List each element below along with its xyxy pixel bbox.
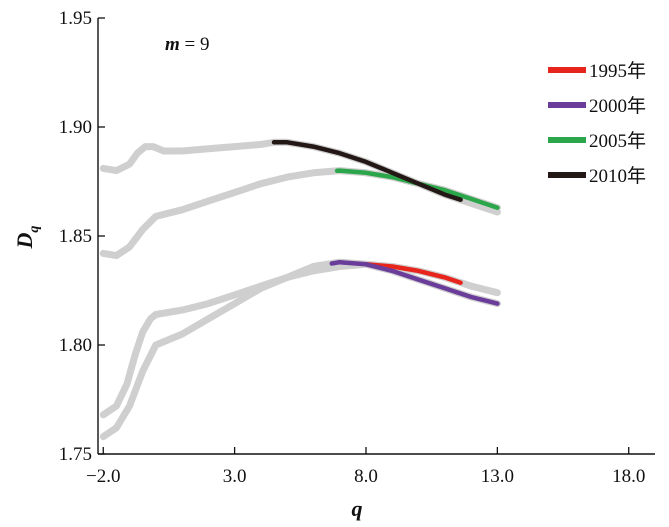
legend-label-2005: 2005年 bbox=[589, 130, 646, 152]
x-axis-title: q bbox=[352, 496, 363, 521]
y-tick-label-3: 1.90 bbox=[59, 117, 92, 138]
highlight-curves bbox=[271, 140, 500, 306]
legend-label-2010: 2010年 bbox=[589, 165, 646, 187]
parameter-annotation: m = 9 bbox=[165, 34, 210, 55]
series-2010-highlight-line bbox=[271, 140, 463, 203]
tick-labels: −2.0 3.0 8.0 13.0 18.0 1.75 1.80 1.85 1.90 1.95 bbox=[59, 8, 646, 487]
y-tick-label-4: 1.95 bbox=[59, 8, 92, 29]
y-tick-label-1: 1.80 bbox=[59, 335, 92, 356]
x-tick-label-3: 13.0 bbox=[481, 466, 514, 487]
legend-label-2000: 2000年 bbox=[589, 95, 646, 117]
annotation-variable: m bbox=[165, 34, 180, 55]
series-2000-highlight-line bbox=[329, 259, 500, 306]
y-tick-label-0: 1.75 bbox=[59, 444, 92, 465]
annotation-value: = 9 bbox=[180, 34, 210, 55]
y-axis-title: Dq bbox=[12, 226, 42, 250]
x-tick-label-1: 3.0 bbox=[223, 466, 247, 487]
x-tick-label-4: 18.0 bbox=[612, 466, 645, 487]
series-2005-full-line bbox=[99, 167, 501, 260]
x-tick-label-2: 8.0 bbox=[354, 466, 378, 487]
y-axis-title-sub: q bbox=[27, 226, 42, 233]
legend-label-1995: 1995年 bbox=[589, 60, 646, 82]
y-axis-title-main: D bbox=[12, 232, 37, 249]
legend: 1995年 2000年 2005年 2010年 bbox=[548, 60, 646, 187]
series-1995-highlight-line bbox=[363, 262, 463, 285]
x-tick-label-0: −2.0 bbox=[86, 466, 120, 487]
tick-marks bbox=[98, 17, 630, 455]
y-tick-label-2: 1.85 bbox=[59, 226, 92, 247]
